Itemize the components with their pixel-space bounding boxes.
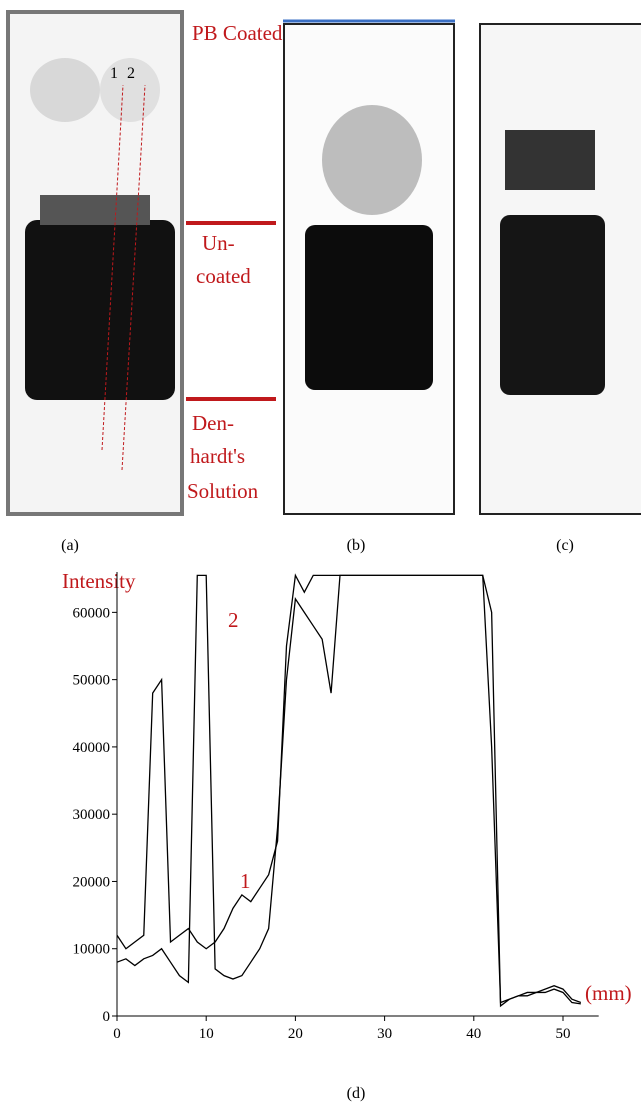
- y-tick-label: 40000: [73, 740, 111, 756]
- x-tick-label: 50: [556, 1026, 571, 1042]
- x-tick-label: 30: [377, 1026, 392, 1042]
- region-label: Den-: [192, 411, 234, 435]
- blob: [30, 58, 100, 122]
- caption: (b): [347, 537, 366, 554]
- line-label: 1: [110, 65, 118, 82]
- x-tick-label: 10: [199, 1026, 214, 1042]
- caption: (a): [61, 537, 79, 554]
- caption: (c): [556, 537, 574, 554]
- series-label: 1: [240, 869, 251, 893]
- dark-region: [25, 220, 175, 400]
- y-tick-label: 50000: [73, 673, 111, 689]
- data-line: [116, 574, 581, 1008]
- region-label: PB Coated: [192, 21, 283, 45]
- region-label: hardt's: [190, 444, 245, 468]
- y-tick-label: 0: [103, 1009, 111, 1025]
- scan-line: [121, 84, 146, 471]
- y-tick-label: 20000: [73, 874, 111, 890]
- x-tick-label: 20: [288, 1026, 303, 1042]
- region-label: Solution: [187, 479, 259, 503]
- y-tick-label: 60000: [73, 605, 111, 621]
- dark-region: [500, 215, 605, 395]
- y-tick-label: 30000: [73, 807, 111, 823]
- blob: [322, 105, 422, 215]
- data-line: [116, 573, 582, 1004]
- series-label: 2: [228, 608, 239, 632]
- line-label: 2: [127, 65, 135, 82]
- dark-region: [40, 195, 150, 225]
- caption: (d): [347, 1085, 366, 1102]
- dark-region: [305, 225, 433, 390]
- blob: [100, 58, 160, 122]
- region-label: Un-: [202, 231, 235, 255]
- x-tick-label: 0: [113, 1026, 121, 1042]
- dark-region: [505, 130, 595, 190]
- region-label: coated: [196, 264, 251, 288]
- y-axis-label: Intensity: [62, 569, 136, 593]
- x-axis-label: (mm): [585, 981, 632, 1005]
- x-tick-label: 40: [466, 1026, 481, 1042]
- scan-line: [101, 84, 124, 451]
- y-tick-label: 10000: [73, 942, 111, 958]
